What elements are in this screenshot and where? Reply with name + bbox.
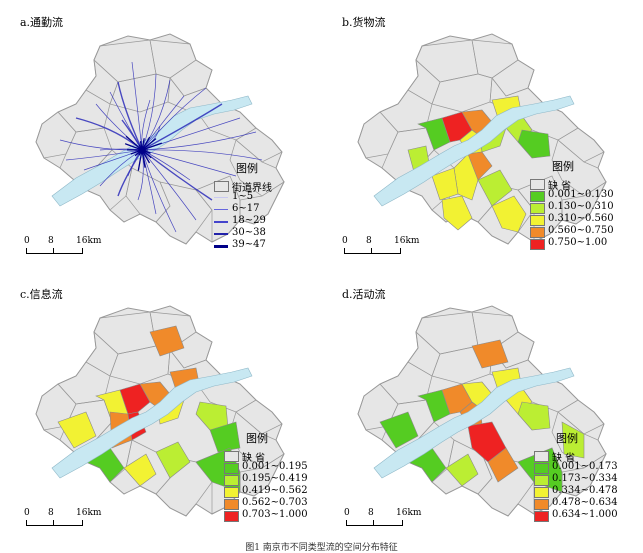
legend-label: 0.173~0.334 (552, 473, 618, 484)
scale-bar-label: 0 (344, 508, 350, 518)
scale-bar-label: 16km (394, 236, 419, 246)
panel-title: a.通勤流 (20, 14, 63, 30)
panel-title: b.货物流 (342, 14, 386, 30)
legend-color-swatch (534, 511, 549, 522)
legend-line-swatch (214, 221, 228, 223)
legend-color-swatch (214, 181, 229, 192)
legend-label: 0.001~0.195 (242, 461, 308, 472)
legend-color-swatch (224, 463, 239, 474)
scale-bar-tick (373, 520, 374, 525)
scale-bar-label: 16km (76, 236, 101, 246)
scale-bar-label: 0 (24, 508, 30, 518)
legend-label: 30~38 (232, 227, 266, 238)
scale-bar-tick (371, 248, 372, 253)
legend-label: 0.130~0.310 (548, 201, 614, 212)
legend-color-swatch (530, 203, 545, 214)
legend-color-swatch (534, 451, 549, 462)
legend-color-swatch (224, 475, 239, 486)
legend-label: 18~29 (232, 215, 266, 226)
legend-color-swatch (530, 215, 545, 226)
legend-color-swatch (534, 475, 549, 486)
legend-label: 0.001~0.130 (548, 189, 614, 200)
scale-bar-label: 0 (24, 236, 30, 246)
legend-label: 0.478~0.634 (552, 497, 618, 508)
legend-color-swatch (530, 191, 545, 202)
scale-bar-label: 16km (76, 508, 101, 518)
legend-color-swatch (530, 227, 545, 238)
legend-label: 0.419~0.562 (242, 485, 308, 496)
legend-title: 图例 (556, 430, 578, 446)
scale-bar-tick (53, 520, 54, 525)
scale-bar-label: 8 (48, 508, 54, 518)
legend-title: 图例 (236, 160, 258, 176)
legend-label: 0.750~1.00 (548, 237, 607, 248)
legend-color-swatch (530, 179, 545, 190)
legend-line-swatch (214, 197, 228, 198)
panel-title: d.活动流 (342, 286, 386, 302)
legend-color-swatch (224, 499, 239, 510)
scale-bar-line (346, 520, 403, 526)
figure-caption: 图1 南京市不同类型流的空间分布特征 (0, 540, 643, 553)
scale-bar-label: 8 (368, 508, 374, 518)
legend-color-swatch (530, 239, 545, 250)
scale-bar-line (26, 248, 83, 254)
legend-label: 6~17 (232, 203, 259, 214)
legend-label: 0.703~1.000 (242, 509, 308, 520)
legend-line-swatch (214, 209, 228, 210)
scale-bar-label: 0 (342, 236, 348, 246)
scale-bar-tick (53, 248, 54, 253)
scale-bar-label: 8 (48, 236, 54, 246)
legend-color-swatch (534, 499, 549, 510)
legend-color-swatch (224, 511, 239, 522)
legend-label: 39~47 (232, 239, 266, 250)
scale-bar-label: 8 (366, 236, 372, 246)
legend-color-swatch (534, 463, 549, 474)
legend-label: 1~5 (232, 191, 253, 202)
legend-title: 图例 (246, 430, 268, 446)
legend-label: 0.560~0.750 (548, 225, 614, 236)
legend-color-swatch (224, 487, 239, 498)
commute-flow-map (0, 0, 321, 272)
scale-bar-line (344, 248, 401, 254)
legend-line-swatch (214, 245, 228, 248)
legend-label: 0.634~1.000 (552, 509, 618, 520)
legend-label: 0.310~0.560 (548, 213, 614, 224)
legend-line-swatch (214, 233, 228, 235)
panel-title: c.信息流 (20, 286, 63, 302)
scale-bar-line (26, 520, 83, 526)
legend-color-swatch (224, 451, 239, 462)
legend-label: 0.334~0.478 (552, 485, 618, 496)
legend-label: 0.001~0.173 (552, 461, 618, 472)
legend-label: 0.562~0.703 (242, 497, 308, 508)
legend-color-swatch (534, 487, 549, 498)
scale-bar-label: 16km (396, 508, 421, 518)
legend-label: 0.195~0.419 (242, 473, 308, 484)
legend-title: 图例 (552, 158, 574, 174)
